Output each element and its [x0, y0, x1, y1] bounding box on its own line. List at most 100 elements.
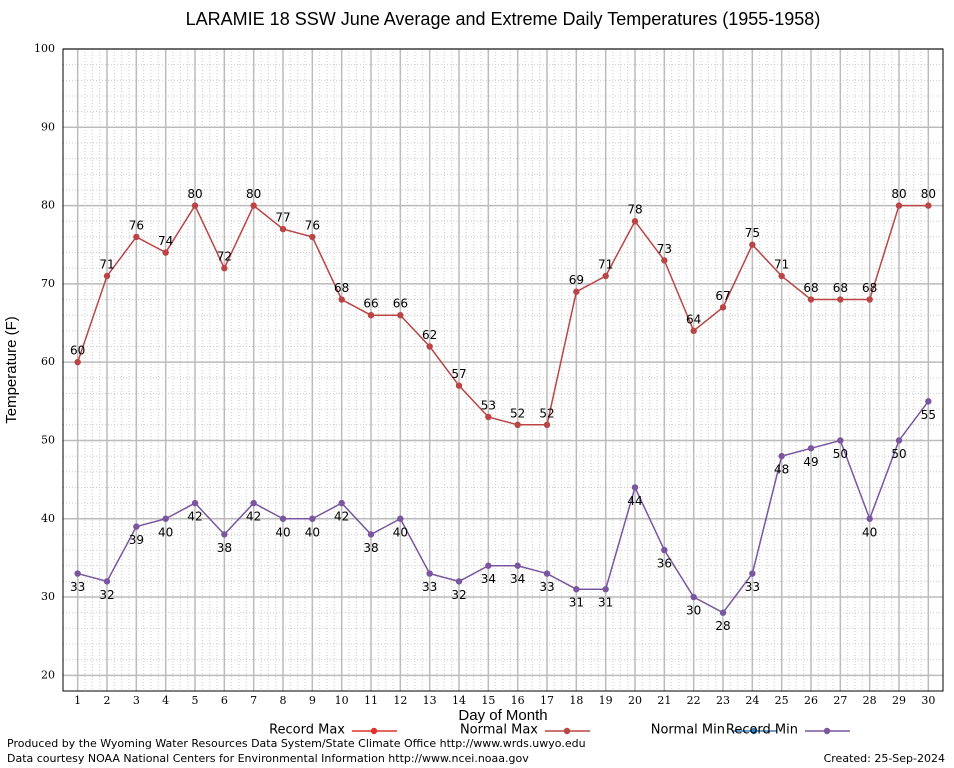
point — [191, 499, 199, 507]
point — [74, 570, 81, 577]
y-tick-label: 30 — [41, 590, 55, 603]
point — [162, 249, 169, 256]
point — [221, 265, 228, 272]
point — [250, 202, 257, 209]
x-tick-label: 20 — [628, 694, 642, 707]
point — [367, 531, 375, 538]
point — [543, 421, 551, 429]
point — [455, 578, 463, 585]
point — [807, 445, 815, 452]
point — [103, 578, 111, 585]
point — [426, 570, 433, 577]
legend-label: Normal Min — [651, 723, 725, 738]
data-label: 75 — [745, 226, 760, 240]
legend-marker — [823, 727, 831, 735]
data-label: 33 — [745, 580, 760, 594]
point — [367, 311, 375, 319]
point — [279, 515, 287, 522]
x-axis-label: Day of Month — [458, 707, 547, 724]
point — [338, 296, 345, 303]
x-tick-label: 18 — [569, 694, 583, 707]
data-label: 31 — [598, 596, 613, 610]
legend-marker — [370, 727, 378, 735]
point — [338, 499, 345, 507]
x-tick-label: 25 — [775, 694, 789, 707]
data-label: 28 — [715, 619, 730, 633]
footer: Data courtesy NOAA National Centers for … — [7, 752, 529, 765]
y-tick-label: 50 — [41, 433, 55, 446]
data-label: 57 — [451, 367, 466, 381]
series-line — [77, 400, 929, 614]
legend-label: Record Min — [726, 723, 798, 738]
point — [837, 437, 844, 444]
data-label: 55 — [921, 408, 936, 422]
point — [837, 296, 844, 303]
x-tick-label: 4 — [162, 694, 169, 707]
point — [162, 515, 169, 522]
legend-marker — [750, 727, 758, 735]
data-label: 64 — [686, 312, 701, 326]
x-tick-label: 19 — [599, 694, 613, 707]
data-label: 76 — [129, 218, 144, 232]
point — [631, 218, 639, 225]
data-label: 40 — [275, 525, 290, 539]
point — [778, 452, 785, 460]
data-label: 40 — [862, 525, 877, 539]
point — [925, 398, 932, 405]
data-label: 62 — [422, 328, 437, 342]
point — [221, 531, 228, 538]
x-tick-label: 2 — [104, 694, 111, 707]
data-label: 80 — [187, 187, 202, 201]
data-label: 30 — [686, 604, 701, 618]
data-label: 33 — [539, 580, 554, 594]
point — [925, 202, 932, 209]
data-label: 60 — [70, 344, 85, 358]
data-label: 66 — [393, 297, 408, 311]
x-tick-label: 9 — [309, 694, 316, 707]
data-label: 39 — [129, 533, 144, 547]
point — [602, 586, 609, 593]
data-label: 34 — [481, 572, 496, 586]
point — [309, 233, 316, 241]
point — [719, 304, 727, 311]
data-label: 33 — [422, 580, 437, 594]
data-label: 32 — [451, 588, 466, 602]
footer: Produced by the Wyoming Water Resources … — [7, 737, 586, 750]
point — [895, 202, 903, 209]
data-label: 36 — [657, 557, 672, 571]
data-label: 49 — [803, 455, 818, 469]
data-label: 68 — [334, 281, 349, 295]
point — [719, 609, 727, 616]
x-tick-label: 7 — [250, 694, 257, 707]
legend-marker — [563, 727, 571, 735]
x-tick-label: 12 — [393, 694, 407, 707]
data-label: 31 — [569, 596, 584, 610]
data-label: 68 — [803, 281, 818, 295]
x-tick-label: 5 — [192, 694, 199, 707]
point — [573, 288, 580, 295]
data-label: 40 — [305, 525, 320, 539]
x-tick-label: 8 — [280, 694, 287, 707]
point — [514, 421, 521, 429]
data-label: 34 — [510, 572, 525, 586]
x-tick-label: 1 — [74, 694, 81, 707]
point — [455, 382, 463, 389]
x-tick-label: 16 — [511, 694, 525, 707]
y-tick-label: 60 — [41, 355, 55, 368]
legend-label: Normal Max — [460, 723, 538, 738]
plot-frame — [62, 48, 944, 692]
data-label: 69 — [569, 273, 584, 287]
data-label: 80 — [921, 187, 936, 201]
y-tick-label: 70 — [41, 277, 55, 290]
x-tick-label: 24 — [745, 694, 759, 707]
point — [485, 562, 492, 569]
data-label: 40 — [393, 525, 408, 539]
point — [661, 257, 668, 264]
data-label: 33 — [70, 580, 85, 594]
data-label: 52 — [539, 406, 554, 420]
y-tick-label: 80 — [41, 199, 55, 212]
x-tick-label: 3 — [133, 694, 140, 707]
point — [397, 515, 404, 522]
data-label: 76 — [305, 218, 320, 232]
data-label: 42 — [334, 510, 349, 524]
